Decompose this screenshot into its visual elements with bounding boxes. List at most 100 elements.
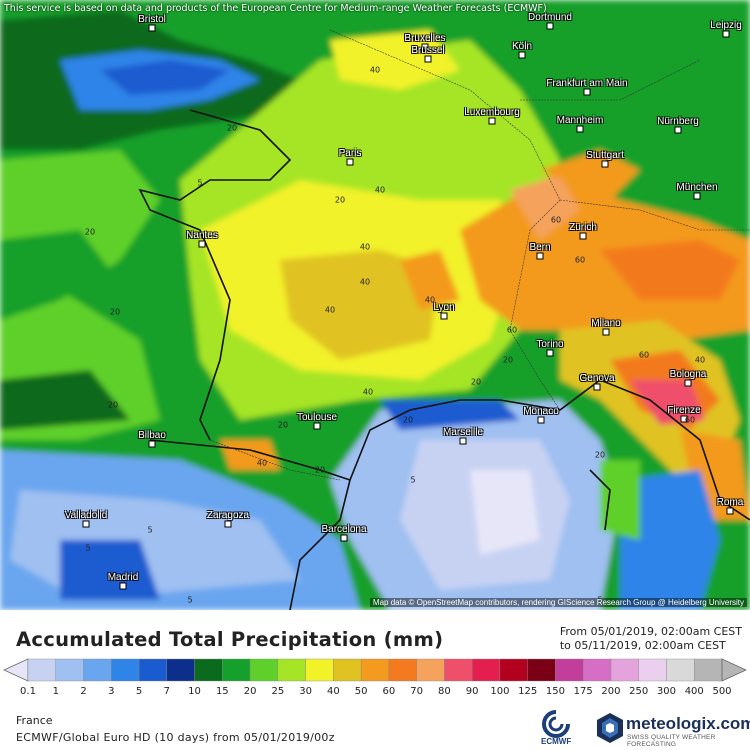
city-marker-paris (346, 158, 354, 166)
scale-tick-label: 50 (354, 686, 368, 697)
city-label-toulouse: Toulouse (296, 412, 338, 423)
scale-tick-label: 5 (135, 686, 143, 697)
scale-tick-label: 500 (712, 686, 732, 697)
scale-swatch (55, 658, 84, 682)
contour-label: 60 (550, 215, 562, 225)
city-marker-frankfurt (583, 88, 591, 96)
city-label-mannheim: Mannheim (556, 115, 604, 126)
time-range: From 05/01/2019, 02:00am CEST to 05/11/2… (560, 625, 742, 653)
scale-tick-label: 250 (629, 686, 649, 697)
city-marker-koln (518, 51, 526, 59)
legend-panel: Accumulated Total Precipitation (mm) Fro… (0, 610, 750, 750)
city-label-nurnberg: Nürnberg (657, 116, 699, 127)
scale-tick-label: 10 (188, 686, 201, 697)
contour-label: 5 (187, 595, 193, 605)
scale-tick-label: 300 (656, 686, 677, 697)
scale-arrow-right (721, 658, 747, 682)
contour-label: 60 (574, 255, 586, 265)
city-label-lyon: Lyon (433, 302, 455, 313)
scale-swatch (138, 658, 167, 682)
scale-tick-label: 1 (52, 686, 59, 697)
contour-label: 40 (359, 242, 371, 252)
city-label-munchen: München (676, 182, 718, 193)
city-label-torino: Torino (536, 339, 564, 350)
city-label-genova: Genova (579, 373, 615, 384)
scale-tick-label: 200 (601, 686, 621, 697)
scale-tick-label: 7 (163, 686, 170, 697)
city-label-paris: Paris (338, 148, 362, 159)
precipitation-map: This service is based on data and produc… (0, 0, 750, 610)
scale-swatch (694, 658, 723, 682)
scale-tick-label: 150 (545, 686, 565, 697)
contour-label: 5 (410, 475, 416, 485)
city-label-marseille: Marseille (442, 427, 484, 438)
scale-swatch (666, 658, 695, 682)
contour-label: 20 (109, 307, 121, 317)
coastlines (138, 109, 750, 610)
region-name: France (16, 714, 53, 727)
contour-label: 20 (314, 465, 326, 475)
scale-tick-label: 3 (108, 686, 115, 697)
city-label-firenze: Firenze (667, 405, 701, 416)
city-marker-bruxelles (421, 43, 429, 51)
model-info: ECMWF/Global Euro HD (10 days) from 05/0… (16, 731, 335, 744)
scale-swatch (222, 658, 251, 682)
city-label-bristol: Bristol (138, 14, 166, 25)
scale-tick-label: 80 (438, 686, 451, 697)
scale-swatch (166, 658, 195, 682)
scale-tick-label: 175 (573, 686, 593, 697)
scale-swatch (527, 658, 556, 682)
scale-swatch (499, 658, 528, 682)
from-line: From 05/01/2019, 02:00am CEST (559, 625, 742, 638)
city-marker-barcelona (340, 534, 348, 542)
to-line: to 05/11/2019, 02:00am CEST (559, 639, 726, 652)
scale-tick-label: 25 (271, 686, 285, 697)
scale-swatch (388, 658, 417, 682)
city-label-monaco: Monaco (523, 406, 559, 417)
scale-swatch (194, 658, 223, 682)
city-marker-genova (593, 383, 601, 391)
contour-label: 40 (369, 65, 381, 75)
contour-label: 40 (694, 355, 706, 365)
city-marker-mannheim (576, 125, 584, 133)
scale-swatch (471, 658, 501, 682)
city-marker-torino (546, 349, 554, 357)
scale-swatch (305, 658, 334, 682)
city-marker-madrid (119, 582, 127, 590)
city-marker-firenze (680, 415, 688, 423)
ecmwf-logo-icon (542, 710, 570, 738)
city-label-valladolid: Valladolid (64, 510, 108, 521)
city-marker-nurnberg (674, 126, 682, 134)
city-marker-brussel (424, 55, 432, 63)
scale-swatch (277, 658, 306, 682)
contour-label: 5 (147, 525, 153, 535)
city-label-dortmund: Dortmund (528, 12, 572, 23)
city-marker-dortmund (546, 22, 554, 30)
city-label-roma: Roma (716, 497, 744, 508)
city-marker-toulouse (313, 422, 321, 430)
scale-swatch (610, 658, 639, 682)
scale-tick-label: 30 (299, 686, 312, 697)
city-marker-munchen (693, 192, 701, 200)
contour-label: 20 (502, 355, 514, 365)
scale-tick-label: 40 (326, 686, 340, 697)
scale-tick-label: 125 (518, 686, 538, 697)
contour-label: 60 (684, 415, 696, 425)
scale-tick-label: 2 (80, 686, 87, 697)
city-marker-lyon (440, 312, 448, 320)
city-label-bilbao: Bilbao (138, 430, 166, 441)
scale-swatch (583, 658, 612, 682)
scale-tick-label: 400 (684, 686, 704, 697)
city-marker-zurich (579, 232, 587, 240)
contour-label: 40 (424, 295, 436, 305)
contour-label: 60 (638, 350, 650, 360)
scale-tick-label: 70 (410, 686, 423, 697)
color-scale (3, 658, 747, 682)
map-credits: Map data © OpenStreetMap contributors, r… (369, 598, 747, 607)
city-label-frankfurt: Frankfurt am Main (546, 78, 628, 89)
city-marker-leipzig (722, 30, 730, 38)
scale-swatch (555, 658, 584, 682)
scale-arrow-left (3, 658, 29, 682)
city-marker-stuttgart (601, 160, 609, 168)
scale-swatch (249, 658, 279, 682)
